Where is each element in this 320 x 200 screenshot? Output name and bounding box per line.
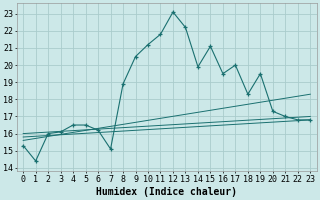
X-axis label: Humidex (Indice chaleur): Humidex (Indice chaleur) <box>96 186 237 197</box>
